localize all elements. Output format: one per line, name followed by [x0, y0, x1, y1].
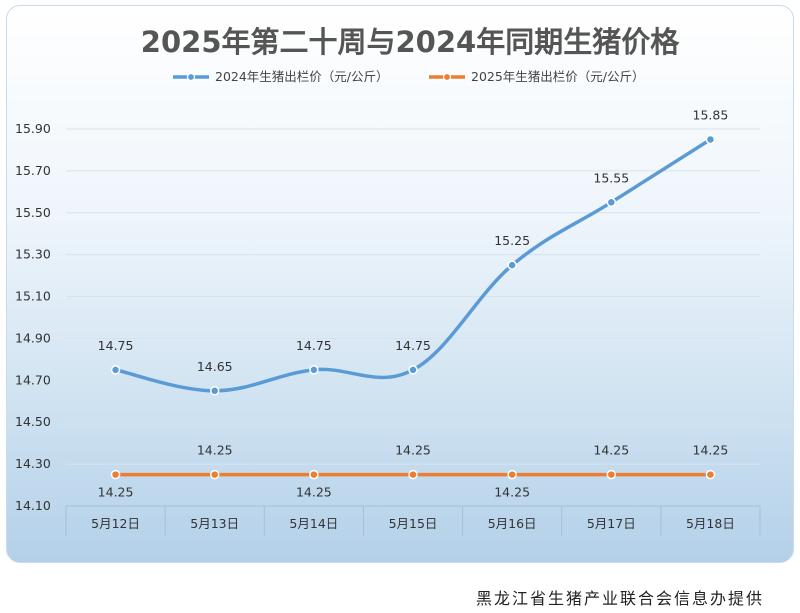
data-point: [309, 469, 319, 480]
x-tick-label: 5月16日: [488, 516, 537, 531]
y-tick-label: 15.50: [15, 205, 51, 220]
data-label: 14.75: [296, 338, 332, 353]
data-label: 15.85: [693, 107, 729, 122]
data-point: [209, 386, 220, 396]
data-label: 14.75: [98, 338, 134, 353]
data-label: 14.25: [197, 443, 233, 458]
legend: 2024年生猪出栏价（元/公斤） 2025年生猪出栏价（元/公斤）: [173, 69, 645, 84]
chart-title: 2025年第二十周与2024年同期生猪价格: [141, 25, 680, 59]
data-point: [209, 469, 220, 480]
data-label: 15.25: [494, 233, 530, 248]
y-tick-label: 15.70: [15, 163, 51, 178]
x-axis: 5月12日 5月13日 5月14日 5月15日 5月16日 5月17日 5月18日: [65, 505, 761, 536]
x-tick-label: 5月14日: [289, 516, 338, 531]
legend-item-2: 2025年生猪出栏价（元/公斤）: [429, 69, 645, 84]
data-point: [606, 197, 617, 208]
data-point: [408, 365, 418, 375]
data-point: [110, 469, 121, 480]
y-axis: 14.10 14.30 14.50 14.70 14.90 15.10 15.30 15.50…: [15, 121, 51, 513]
legend-label: 2025年生猪出栏价（元/公斤）: [471, 69, 645, 84]
data-labels: 14.75 14.65 14.75 14.75 15.25 15.55 15.85 14.25…: [98, 107, 729, 499]
data-point: [606, 469, 617, 480]
data-label: 15.55: [593, 170, 629, 185]
data-point: [705, 469, 716, 480]
x-tick-label: 5月15日: [389, 516, 438, 531]
y-tick-label: 14.10: [15, 498, 51, 513]
data-point: [507, 469, 517, 480]
data-label: 14.65: [197, 359, 233, 374]
data-label: 14.25: [593, 443, 629, 458]
chart-card: [6, 5, 794, 563]
y-tick-label: 15.10: [15, 289, 51, 304]
data-label: 14.25: [296, 485, 332, 500]
data-point: [309, 365, 319, 375]
data-point: [705, 134, 716, 145]
data-label: 14.25: [494, 485, 530, 500]
data-label: 14.75: [395, 338, 431, 353]
y-tick-label: 14.50: [15, 414, 51, 429]
x-tick-label: 5月17日: [587, 516, 636, 531]
data-point: [507, 260, 517, 270]
data-label: 14.25: [98, 485, 134, 500]
y-tick-label: 15.90: [15, 121, 51, 136]
series-layer: [110, 134, 716, 480]
data-label: 14.25: [395, 443, 431, 458]
footer-credit: 黑龙江省生猪产业联合会信息办提供: [475, 589, 764, 608]
y-tick-label: 14.30: [15, 456, 51, 471]
x-tick-label: 5月13日: [190, 516, 239, 531]
y-tick-label: 14.70: [15, 372, 51, 387]
y-tick-label: 15.30: [15, 247, 51, 262]
x-tick-label: 5月12日: [91, 516, 140, 531]
data-point: [408, 469, 418, 480]
data-label: 14.25: [693, 443, 729, 458]
legend-item-1: 2024年生猪出栏价（元/公斤）: [173, 69, 389, 84]
data-point: [110, 365, 121, 375]
legend-label: 2024年生猪出栏价（元/公斤）: [215, 69, 389, 84]
legend-swatch-marker: [442, 72, 452, 82]
gridlines: [66, 128, 760, 507]
x-tick-label: 5月18日: [686, 516, 735, 531]
legend-swatch-marker: [186, 72, 196, 82]
y-tick-label: 14.90: [15, 330, 51, 345]
